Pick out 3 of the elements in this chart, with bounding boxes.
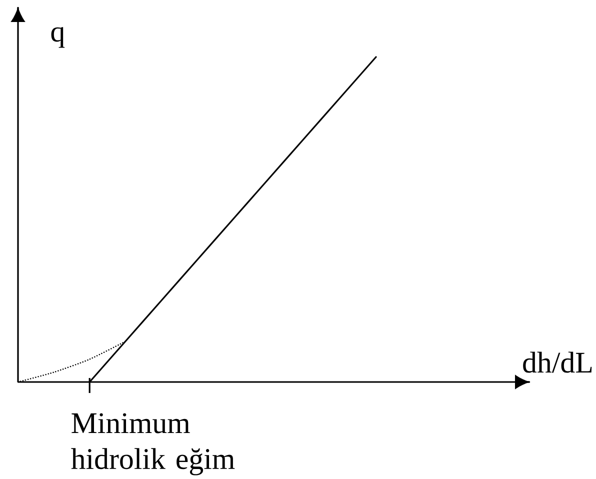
x-axis-title: dh/dL [523, 352, 592, 373]
y-axis-title: q [51, 27, 65, 48]
text: Minimum hidrolik eğim [71, 413, 235, 476]
